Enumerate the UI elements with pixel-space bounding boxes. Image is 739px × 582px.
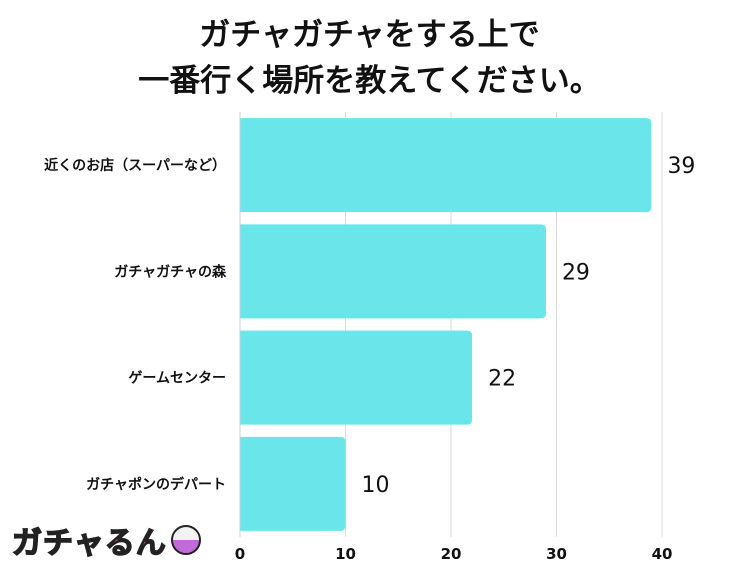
category-label-0: 近くのお店（スーパーなど） — [44, 157, 226, 174]
x-tick-label-1: 10 — [335, 545, 356, 563]
chart-title-line-1: ガチャガチャをする上で — [199, 17, 540, 53]
bar-3 — [240, 436, 346, 531]
category-label-2: ゲームセンター — [128, 370, 226, 387]
chart-title-line-2: 一番行く場所を教えてください。 — [138, 63, 601, 99]
data-label-2: 22 — [488, 367, 516, 392]
x-tick-label-4: 40 — [652, 545, 673, 563]
category-label-3: ガチャポンのデパート — [86, 476, 226, 493]
data-label-1: 29 — [562, 260, 590, 285]
x-tick-label-2: 20 — [441, 545, 462, 563]
brand-logo: ガチャるん — [11, 520, 201, 562]
brand-logo-text: ガチャるん — [11, 525, 167, 562]
x-tick-label-3: 30 — [546, 545, 567, 563]
data-label-0: 39 — [667, 154, 695, 179]
gacha-capsule-icon — [170, 525, 201, 555]
bar-0 — [240, 118, 652, 213]
bar-1 — [240, 224, 546, 319]
bar-2 — [240, 330, 473, 425]
x-tick-label-0: 0 — [235, 545, 245, 563]
data-label-3: 10 — [362, 473, 390, 498]
category-label-1: ガチャガチャの森 — [114, 263, 227, 280]
chart-title: ガチャガチャをする上で 一番行く場所を教えてください。 — [0, 12, 739, 104]
